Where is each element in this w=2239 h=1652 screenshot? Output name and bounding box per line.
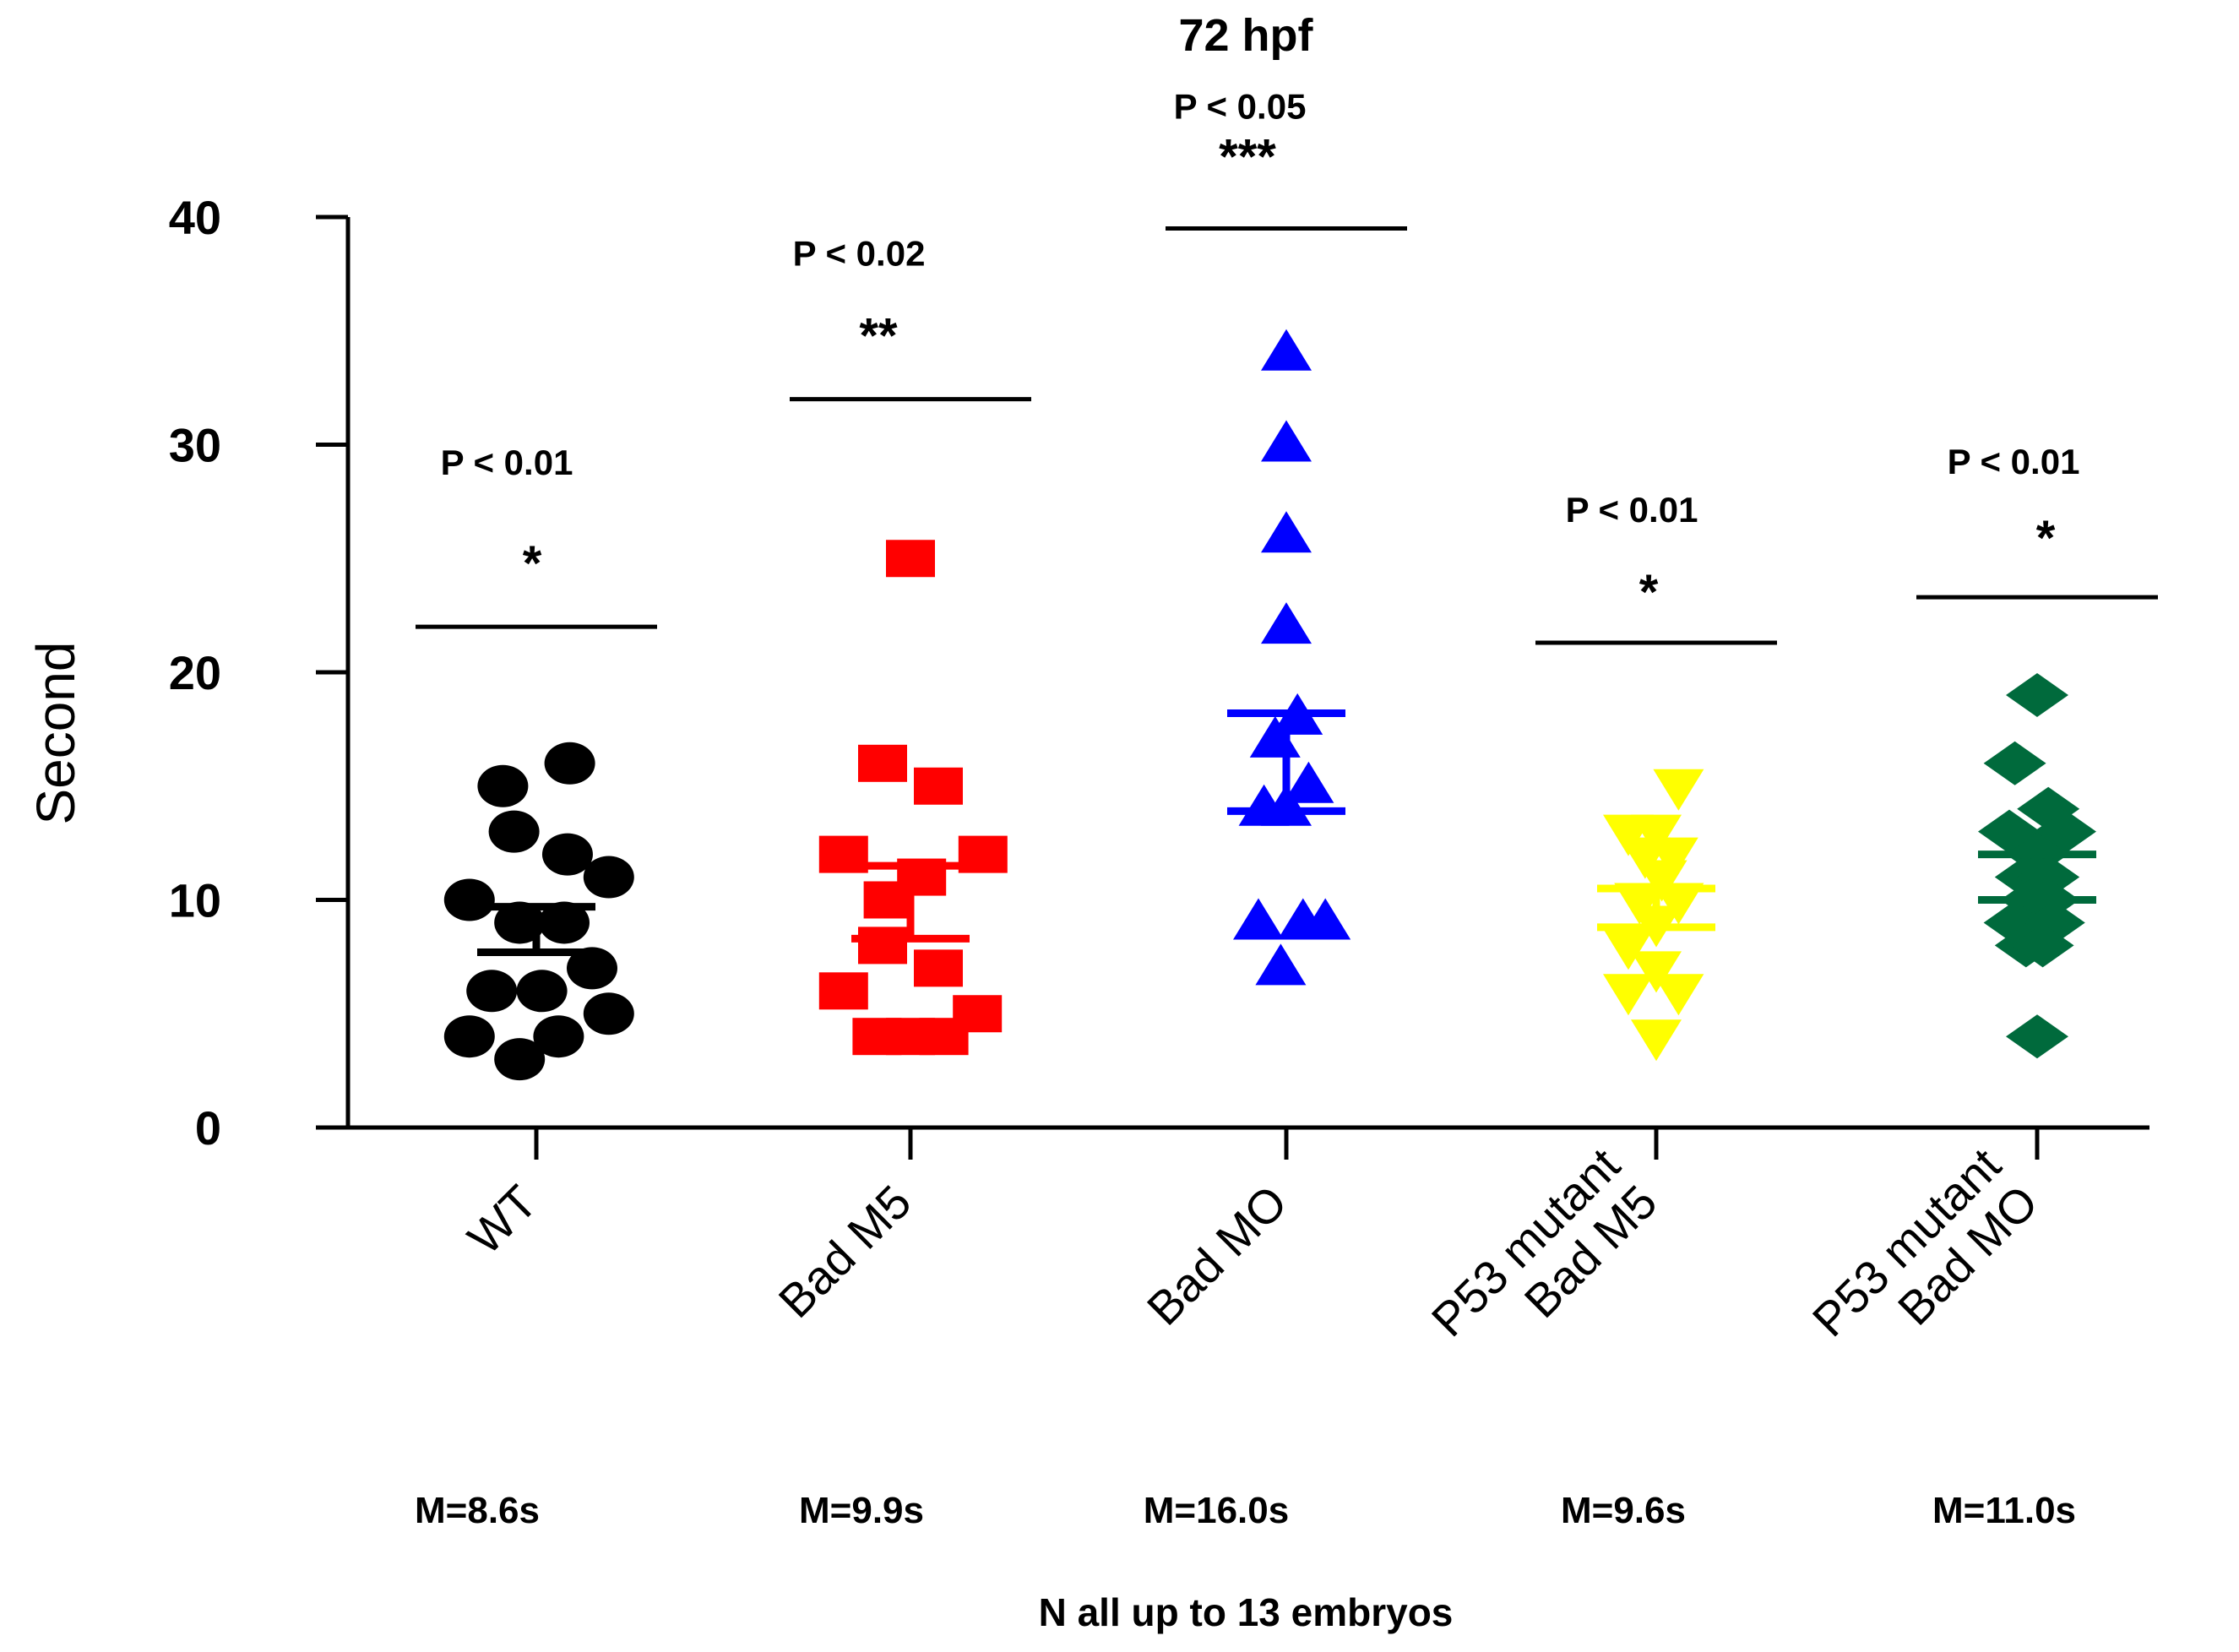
data-point-circle bbox=[477, 764, 529, 807]
series-3 bbox=[1597, 769, 1715, 1062]
significance-stars: * bbox=[1639, 565, 1659, 620]
data-point-triangle bbox=[1261, 420, 1312, 462]
data-point-circle bbox=[567, 947, 617, 990]
x-tick-label-group: Bad MO bbox=[1137, 1175, 1297, 1335]
data-point-circle bbox=[494, 1038, 546, 1081]
significance-stars: ** bbox=[859, 309, 898, 364]
data-point-triangle bbox=[1233, 898, 1284, 940]
data-point-circle bbox=[443, 878, 495, 921]
mean-value-label: M=16.0s bbox=[1144, 1490, 1289, 1531]
data-point-inverted-triangle bbox=[1631, 951, 1682, 993]
data-point-square bbox=[818, 972, 868, 1010]
y-tick-label: 40 bbox=[169, 191, 221, 244]
mean-value-label: M=8.6s bbox=[415, 1490, 540, 1531]
data-point-inverted-triangle bbox=[1653, 974, 1704, 1016]
data-point-inverted-triangle bbox=[1636, 860, 1687, 902]
significance-stars: *** bbox=[1219, 129, 1276, 184]
data-point-square bbox=[914, 767, 963, 805]
data-point-inverted-triangle bbox=[1647, 837, 1698, 879]
data-point-circle bbox=[466, 970, 518, 1013]
data-point-circle bbox=[494, 901, 546, 944]
data-point-inverted-triangle bbox=[1603, 974, 1654, 1016]
mean-value-label: M=9.9s bbox=[799, 1490, 924, 1531]
data-point-circle bbox=[516, 970, 568, 1013]
data-point-square bbox=[863, 881, 913, 919]
data-point-circle bbox=[533, 1015, 584, 1058]
y-tick-label: 0 bbox=[195, 1101, 221, 1155]
data-point-triangle bbox=[1283, 761, 1334, 803]
data-point-circle bbox=[443, 1015, 495, 1058]
data-point-triangle bbox=[1261, 329, 1312, 371]
data-point-circle bbox=[583, 856, 634, 899]
data-point-inverted-triangle bbox=[1631, 814, 1682, 856]
data-point-inverted-triangle bbox=[1653, 883, 1704, 925]
data-point-circle bbox=[544, 742, 595, 785]
p-value-label: P < 0.05 bbox=[1174, 86, 1307, 126]
data-point-square bbox=[919, 1018, 969, 1056]
data-point-inverted-triangle bbox=[1653, 769, 1704, 811]
footnote: N all up to 13 embryos bbox=[1039, 1590, 1454, 1634]
series-1 bbox=[818, 540, 1008, 1056]
data-point-inverted-triangle bbox=[1631, 1019, 1682, 1062]
x-tick-label: Bad MO bbox=[1137, 1175, 1297, 1335]
data-point-inverted-triangle bbox=[1614, 883, 1666, 925]
mean-value-label: M=11.0s bbox=[1932, 1490, 2076, 1531]
data-point-circle bbox=[541, 833, 593, 876]
y-tick-label: 20 bbox=[169, 646, 221, 699]
y-tick-label: 30 bbox=[169, 419, 221, 472]
data-point-circle bbox=[539, 901, 590, 944]
chart-title: 72 hpf bbox=[1178, 10, 1313, 61]
data-point-triangle bbox=[1261, 511, 1312, 553]
data-point-diamond bbox=[2011, 923, 2074, 968]
data-point-inverted-triangle bbox=[1603, 928, 1654, 970]
data-point-square bbox=[914, 949, 963, 987]
series-0 bbox=[443, 742, 634, 1081]
y-axis-label: Second bbox=[25, 641, 86, 824]
data-point-diamond bbox=[1983, 741, 2046, 785]
data-point-diamond bbox=[2006, 672, 2068, 717]
data-point-square bbox=[858, 927, 907, 965]
series-4 bbox=[1978, 672, 2096, 1059]
significance-stars: * bbox=[523, 536, 542, 591]
data-point-circle bbox=[488, 810, 540, 853]
data-point-triangle bbox=[1261, 602, 1312, 644]
x-tick-label: Bad M5 bbox=[769, 1175, 921, 1328]
data-point-square bbox=[886, 540, 935, 578]
x-tick-label-group: WT bbox=[458, 1175, 547, 1264]
series-2 bbox=[1227, 329, 1351, 986]
p-value-label: P < 0.01 bbox=[441, 443, 573, 482]
x-tick-label-group: Bad M5 bbox=[769, 1175, 921, 1328]
data-point-diamond bbox=[2006, 1014, 2068, 1059]
p-value-label: P < 0.01 bbox=[1566, 490, 1698, 530]
data-point-triangle bbox=[1300, 898, 1351, 940]
x-tick-label: WT bbox=[458, 1175, 547, 1264]
mean-value-label: M=9.6s bbox=[1561, 1490, 1686, 1531]
p-value-label: P < 0.01 bbox=[1948, 442, 2080, 481]
data-point-triangle bbox=[1255, 943, 1307, 986]
data-point-square bbox=[858, 744, 907, 782]
significance-stars: * bbox=[2036, 511, 2056, 566]
data-point-circle bbox=[583, 992, 634, 1035]
y-tick-label: 10 bbox=[169, 874, 221, 927]
p-value-label: P < 0.02 bbox=[793, 234, 926, 274]
